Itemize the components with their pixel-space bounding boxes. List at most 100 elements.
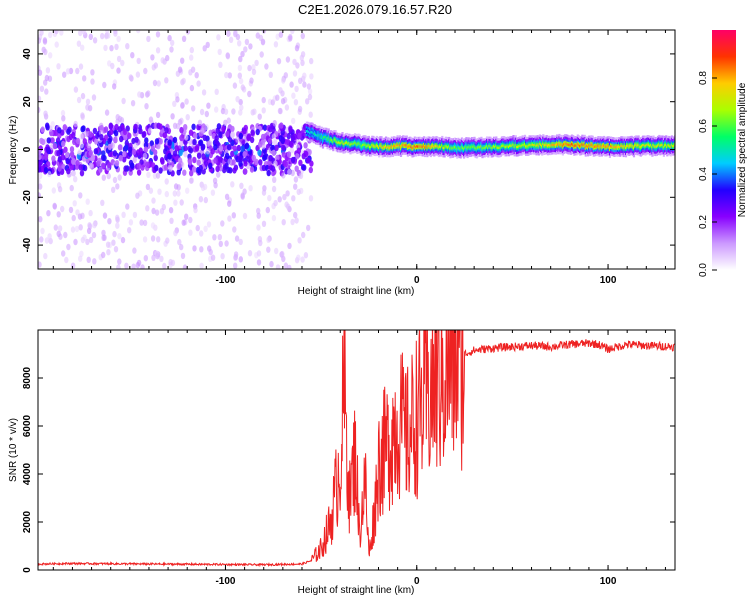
spectrogram-cell bbox=[306, 224, 311, 232]
spectrogram-cell bbox=[147, 127, 153, 134]
spectrogram-cell bbox=[151, 197, 156, 204]
spectrogram-cell bbox=[53, 129, 59, 137]
spectrogram-cell bbox=[179, 126, 184, 134]
spectrogram-cell bbox=[307, 88, 313, 95]
spectrogram-cell bbox=[45, 122, 50, 129]
spectrogram-cell bbox=[112, 230, 117, 238]
spectrogram-cell bbox=[235, 33, 241, 41]
spectrogram-cell bbox=[196, 80, 201, 87]
spectrogram-cell bbox=[70, 262, 76, 269]
spectrogram-cell bbox=[56, 211, 61, 218]
spectrogram-cell bbox=[167, 34, 172, 42]
spectrogram-cell bbox=[92, 37, 98, 44]
spectrogram-cell bbox=[78, 192, 83, 199]
spectrogram-cell bbox=[57, 165, 62, 172]
spectrogram-cell bbox=[93, 148, 99, 155]
spectrogram-cell bbox=[271, 185, 277, 193]
spectrogram-ridge-cell bbox=[347, 142, 350, 145]
spectrogram-cell bbox=[90, 155, 96, 162]
spectrogram-cell bbox=[38, 161, 42, 168]
spectrogram-cell bbox=[145, 205, 150, 212]
spectrogram-cell bbox=[272, 120, 277, 127]
spectrogram-cell bbox=[278, 107, 283, 115]
spectrogram-cell bbox=[111, 186, 116, 193]
spectrogram-cell bbox=[161, 203, 166, 211]
spectrogram-cell bbox=[69, 146, 75, 153]
spectrogram-cell bbox=[240, 193, 245, 200]
spectrogram-cell bbox=[191, 105, 196, 112]
spectrogram-ridge-cell bbox=[459, 147, 462, 151]
spectrogram-cell bbox=[232, 167, 237, 174]
spectrogram-cell bbox=[117, 174, 122, 181]
spectrogram-cell bbox=[276, 58, 282, 65]
spectrogram-ridge-cell bbox=[481, 147, 484, 150]
spectrogram-cell bbox=[128, 74, 133, 81]
spectrogram-cell bbox=[180, 252, 186, 260]
spectrogram-ridge-cell bbox=[354, 141, 357, 144]
spectrogram-ridge-cell bbox=[531, 143, 535, 146]
spectrogram-ridge-cell bbox=[577, 143, 580, 147]
spectrogram-cell bbox=[46, 210, 51, 217]
spectrogram-cell bbox=[80, 112, 85, 119]
spectrogram-ridge-cell bbox=[541, 144, 544, 148]
spectrogram-cell bbox=[224, 162, 229, 170]
spectrogram-cell bbox=[240, 145, 245, 152]
spectrogram-ridge-cell bbox=[652, 143, 655, 147]
spectrogram-cell bbox=[300, 164, 306, 171]
spectrogram-cell bbox=[293, 176, 299, 183]
spectrogram-cell bbox=[107, 137, 112, 145]
snr-frame bbox=[37, 329, 676, 571]
spectrogram-cell bbox=[43, 154, 49, 161]
spectrogram-x-label: Height of straight line (km) bbox=[298, 286, 415, 297]
spectrogram-cell bbox=[237, 72, 242, 79]
spectrogram-cell bbox=[79, 170, 85, 177]
spectrogram-cell bbox=[88, 33, 94, 40]
spectrogram-cell bbox=[74, 225, 80, 233]
spectrogram-cell bbox=[39, 85, 45, 93]
colorbar-tick-label: 0.6 bbox=[698, 119, 709, 133]
spectrogram-cell bbox=[75, 67, 80, 75]
spectrogram-cell bbox=[138, 127, 143, 135]
y-tick-label: 6000 bbox=[22, 414, 33, 437]
spectrogram-ridge-cell bbox=[626, 144, 629, 148]
spectrogram-cell bbox=[125, 203, 130, 210]
spectrogram-cell bbox=[243, 168, 248, 175]
spectrogram-cell bbox=[301, 153, 306, 160]
spectrogram-cell bbox=[182, 264, 188, 269]
spectrogram-cell bbox=[133, 123, 138, 131]
y-tick-label: -40 bbox=[22, 237, 33, 252]
spectrogram-cell bbox=[238, 160, 243, 167]
spectrogram-cell bbox=[298, 77, 303, 85]
spectrogram-cell bbox=[183, 145, 188, 152]
spectrogram-cell bbox=[300, 32, 305, 40]
spectrogram-cell bbox=[173, 183, 179, 190]
spectrogram-ridge-cell bbox=[546, 144, 549, 147]
spectrogram-cell bbox=[118, 155, 123, 162]
spectrogram-ridge-cell bbox=[663, 144, 667, 147]
spectrogram-cell bbox=[82, 75, 87, 82]
spectrogram-cell bbox=[278, 31, 284, 38]
spectrogram-cell bbox=[281, 144, 286, 151]
spectrogram-cell bbox=[225, 130, 230, 138]
spectrogram-cell bbox=[185, 30, 191, 35]
spectrogram-cell bbox=[141, 131, 146, 138]
spectrogram-cell bbox=[87, 222, 92, 229]
spectrogram-cell bbox=[217, 234, 222, 241]
spectrogram-cell bbox=[50, 137, 55, 144]
spectrogram-ridge-cell bbox=[390, 145, 393, 148]
spectrogram-ridge-cell bbox=[650, 144, 653, 147]
spectrogram-cell bbox=[177, 238, 182, 246]
spectrogram-cell bbox=[44, 237, 50, 244]
spectrogram-cell bbox=[309, 57, 314, 65]
spectrogram-ridge-cell bbox=[665, 143, 668, 147]
spectrogram-cell bbox=[218, 156, 223, 163]
spectrogram-cell bbox=[192, 138, 197, 146]
spectrogram-cell bbox=[135, 192, 140, 199]
spectrogram-cell bbox=[115, 214, 120, 221]
spectrogram-cell bbox=[297, 132, 302, 139]
spectrogram-cell bbox=[295, 62, 300, 69]
spectrogram-cell bbox=[78, 30, 83, 37]
spectrogram-ridge-cell bbox=[419, 145, 422, 148]
spectrogram-ridge-cell bbox=[539, 143, 543, 146]
spectrogram-cell bbox=[299, 54, 304, 61]
